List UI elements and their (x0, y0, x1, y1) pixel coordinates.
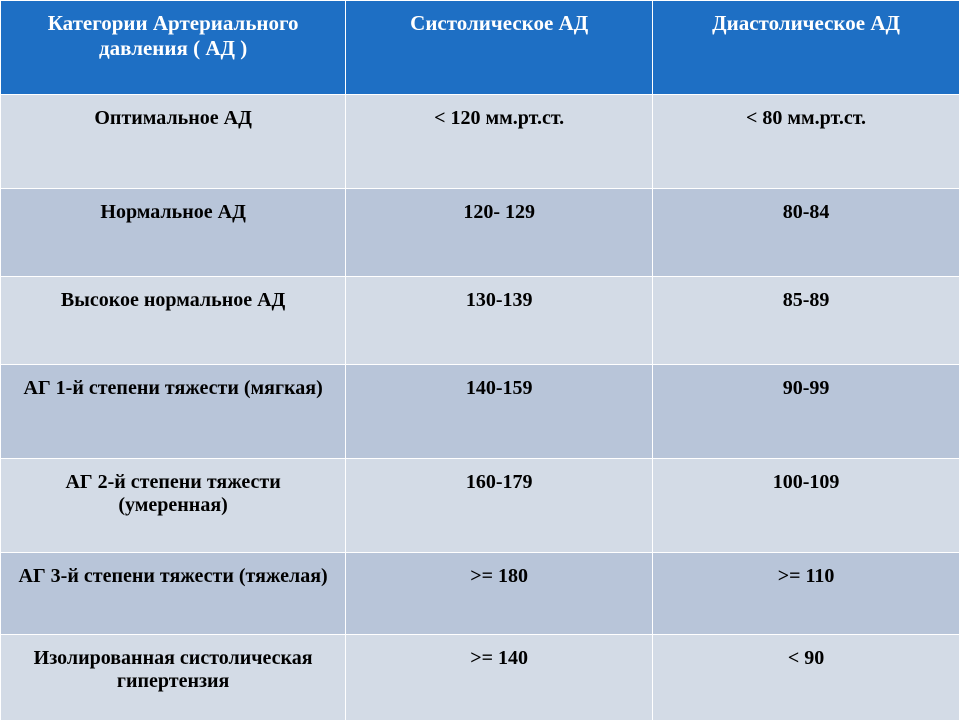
cell-systolic: 130-139 (346, 277, 653, 365)
cell-systolic: >= 180 (346, 553, 653, 635)
table-row: АГ 3-й степени тяжести (тяжелая) >= 180 … (1, 553, 960, 635)
cell-category: АГ 3-й степени тяжести (тяжелая) (1, 553, 346, 635)
cell-diastolic: 90-99 (653, 365, 960, 459)
cell-systolic: 120- 129 (346, 189, 653, 277)
cell-diastolic: 80-84 (653, 189, 960, 277)
cell-category: АГ 2-й степени тяжести (умеренная) (1, 459, 346, 553)
cell-category: Нормальное АД (1, 189, 346, 277)
cell-diastolic: 85-89 (653, 277, 960, 365)
table-row: Оптимальное АД < 120 мм.рт.ст. < 80 мм.р… (1, 95, 960, 189)
header-diastolic: Диастолическое АД (653, 1, 960, 95)
table-body: Оптимальное АД < 120 мм.рт.ст. < 80 мм.р… (1, 95, 960, 721)
cell-diastolic: < 90 (653, 635, 960, 721)
header-category: Категории Артериального давления ( АД ) (1, 1, 346, 95)
cell-category: АГ 1-й степени тяжести (мягкая) (1, 365, 346, 459)
cell-category: Высокое нормальное АД (1, 277, 346, 365)
bp-categories-table: Категории Артериального давления ( АД ) … (0, 0, 960, 721)
cell-category: Изолированная систолическая гипертензия (1, 635, 346, 721)
table-row: АГ 1-й степени тяжести (мягкая) 140-159 … (1, 365, 960, 459)
cell-systolic: 140-159 (346, 365, 653, 459)
cell-systolic: < 120 мм.рт.ст. (346, 95, 653, 189)
header-systolic: Систолическое АД (346, 1, 653, 95)
cell-diastolic: >= 110 (653, 553, 960, 635)
cell-diastolic: 100-109 (653, 459, 960, 553)
cell-diastolic: < 80 мм.рт.ст. (653, 95, 960, 189)
cell-category: Оптимальное АД (1, 95, 346, 189)
table-row: Нормальное АД 120- 129 80-84 (1, 189, 960, 277)
table-header: Категории Артериального давления ( АД ) … (1, 1, 960, 95)
cell-systolic: >= 140 (346, 635, 653, 721)
table-row: АГ 2-й степени тяжести (умеренная) 160-1… (1, 459, 960, 553)
table-row: Изолированная систолическая гипертензия … (1, 635, 960, 721)
cell-systolic: 160-179 (346, 459, 653, 553)
table-row: Высокое нормальное АД 130-139 85-89 (1, 277, 960, 365)
